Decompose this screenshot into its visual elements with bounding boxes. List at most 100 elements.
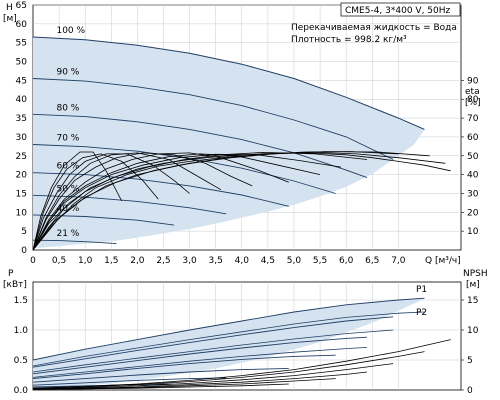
top-x-tick: 2,5 xyxy=(156,256,170,266)
top-x-tick: 7,0 xyxy=(391,256,406,266)
eta-curve xyxy=(32,152,222,251)
eta-curve xyxy=(32,153,190,251)
top-y-tick: 30 xyxy=(16,133,28,143)
speed-label: 50 % xyxy=(56,184,79,194)
p2-curve xyxy=(32,347,368,378)
top-y-tick: 10 xyxy=(16,208,28,218)
bottom-y-tick: 0.0 xyxy=(14,386,29,396)
top-x-tick: 0 xyxy=(30,256,36,266)
top-y-tick: 5 xyxy=(21,227,27,237)
top-x-tick: 5,5 xyxy=(313,256,327,266)
top-y-tick: 45 xyxy=(16,76,27,86)
speed-label: 40 % xyxy=(56,204,79,214)
speed-label: 90 % xyxy=(56,68,79,78)
p1-curve xyxy=(32,297,425,361)
p1-curve xyxy=(32,316,394,368)
eta-curve xyxy=(32,151,446,251)
top-tick-labels: 0 0,5 1,0 1,5 2,0 2,5 3,0 3,5 4,0 4,5 5,0 5,5 6,0 6,5… xyxy=(16,1,479,266)
bottom-y-tick: 1.5 xyxy=(14,296,28,306)
bottom-y-right-tick: 5 xyxy=(467,356,473,366)
p1-curve xyxy=(32,354,336,380)
top-y-tick: 15 xyxy=(16,189,27,199)
top-y-tick: 60 xyxy=(16,20,28,30)
top-y-right-label: eta xyxy=(465,87,480,97)
p2-curve xyxy=(32,311,425,367)
speed-label: 80 % xyxy=(56,103,79,113)
top-y-left-label: H xyxy=(6,3,13,13)
npsh-curve xyxy=(32,339,451,389)
npsh-curve xyxy=(32,363,394,390)
eta-curve xyxy=(32,153,342,251)
eta-curve xyxy=(32,153,159,251)
top-x-tick: 6,5 xyxy=(365,256,379,266)
top-x-tick: 5,0 xyxy=(287,256,302,266)
top-y-tick: 40 xyxy=(16,95,28,105)
top-x-tick: 0,5 xyxy=(52,256,66,266)
bottom-y-left-label: P xyxy=(8,269,14,279)
top-y-tick: 65 xyxy=(16,1,27,11)
info-line-2: Плотность = 998.2 кг/м³ xyxy=(291,35,407,45)
p1-curve xyxy=(32,377,227,386)
bottom-y-right-unit: [м] xyxy=(466,280,480,290)
speed-label: 100 % xyxy=(56,26,85,36)
top-eta-curves xyxy=(32,151,451,251)
top-y-right-tick: 30 xyxy=(467,189,479,199)
series-label-p2: P2 xyxy=(416,308,427,318)
top-y-tick: 55 xyxy=(16,39,27,49)
speed-label: 60 % xyxy=(56,162,79,172)
speed-curve-70 xyxy=(32,144,336,194)
bottom-y-right-tick: 10 xyxy=(467,326,479,336)
top-y-right-tick: 90 xyxy=(467,76,479,86)
top-x-tick: 2,0 xyxy=(130,256,145,266)
p1-curve xyxy=(32,367,289,383)
npsh-curve xyxy=(32,351,425,390)
eta-curve xyxy=(32,153,321,251)
speed-curve-21 xyxy=(32,239,117,245)
speed-curve-100 xyxy=(32,36,425,130)
top-x-tick: 3,0 xyxy=(182,256,197,266)
top-y-right-tick: 50 xyxy=(467,152,479,162)
top-y-right-tick: 10 xyxy=(467,227,479,237)
top-y-tick: 35 xyxy=(16,114,27,124)
head-envelope-fill xyxy=(33,37,425,249)
bottom-envelope xyxy=(33,298,425,389)
bottom-y-tick: 1.0 xyxy=(14,326,29,336)
top-y-tick: 50 xyxy=(16,58,28,68)
top-y-right-unit: [%] xyxy=(465,98,481,108)
bottom-chart-frame xyxy=(32,281,462,391)
npsh-curve xyxy=(32,371,368,390)
info-title-box xyxy=(340,2,461,17)
bottom-y-left-unit: [кВт] xyxy=(3,280,27,290)
bottom-y-tick: 0.5 xyxy=(14,356,28,366)
bottom-tick-labels: 0.0 0.5 1.0 1.5 0 5 10 15 xyxy=(14,296,479,396)
npsh-curve xyxy=(32,383,289,390)
info-line-1: Перекачиваемая жидкость = Вода xyxy=(291,23,457,33)
bottom-y-right-label: NPSH xyxy=(463,269,488,279)
top-envelope xyxy=(33,37,425,249)
eta-curve xyxy=(32,152,289,251)
top-x-tick: 1,0 xyxy=(78,256,93,266)
info-title: CME5-4, 3*400 V, 50Hz xyxy=(345,6,451,16)
eta-curve xyxy=(32,151,368,251)
top-y-left-unit: [м] xyxy=(3,14,17,24)
top-x-tick: 1,5 xyxy=(104,256,118,266)
top-y-right-tick: 40 xyxy=(467,171,479,181)
p2-curve xyxy=(32,329,394,373)
top-y-tick: 20 xyxy=(16,171,28,181)
top-speed-labels: 100 % 90 % 80 % 70 % 60 % 50 % 40 % 21 % xyxy=(56,26,85,239)
eta-curve xyxy=(32,151,123,251)
speed-curve-80 xyxy=(32,113,368,179)
top-x-tick: 3,5 xyxy=(209,256,223,266)
top-y-right-tick: 20 xyxy=(467,208,479,218)
top-y-right-tick: 70 xyxy=(467,114,479,124)
bottom-y-right-tick: 0 xyxy=(467,386,473,396)
top-y-right-tick: 60 xyxy=(467,133,479,143)
top-x-tick: 4,0 xyxy=(235,256,250,266)
p1-curve xyxy=(32,336,368,375)
speed-curve-60 xyxy=(32,172,289,207)
speed-label: 21 % xyxy=(56,229,79,239)
speed-label: 70 % xyxy=(56,133,79,143)
top-y-right-tick: 80 xyxy=(467,95,479,105)
top-y-tick: 0 xyxy=(21,246,27,256)
